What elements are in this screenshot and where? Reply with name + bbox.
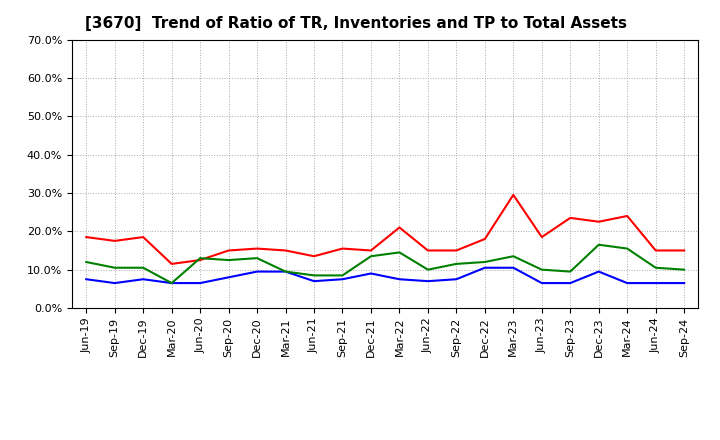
Inventories [395,277,404,282]
Trade Receivables [82,235,91,240]
Trade Receivables [282,248,290,253]
Trade Receivables [196,257,204,263]
Inventories [480,265,489,270]
Trade Payables [82,259,91,264]
Inventories [423,279,432,284]
Inventories [452,277,461,282]
Trade Payables [253,256,261,261]
Trade Payables [139,265,148,270]
Inventories [196,280,204,286]
Trade Receivables [310,253,318,259]
Inventories [338,277,347,282]
Inventories [282,269,290,274]
Trade Receivables [423,248,432,253]
Trade Payables [395,250,404,255]
Inventories [680,280,688,286]
Inventories [652,280,660,286]
Line: Trade Receivables: Trade Receivables [86,195,684,264]
Trade Receivables [110,238,119,244]
Trade Receivables [366,248,375,253]
Trade Payables [423,267,432,272]
Inventories [310,279,318,284]
Inventories [623,280,631,286]
Inventories [167,280,176,286]
Trade Payables [652,265,660,270]
Trade Receivables [623,213,631,219]
Trade Payables [509,253,518,259]
Trade Payables [196,256,204,261]
Trade Payables [595,242,603,247]
Trade Payables [110,265,119,270]
Inventories [595,269,603,274]
Trade Receivables [595,219,603,224]
Inventories [253,269,261,274]
Trade Payables [282,269,290,274]
Inventories [82,277,91,282]
Trade Payables [225,257,233,263]
Trade Payables [338,273,347,278]
Trade Payables [366,253,375,259]
Trade Receivables [395,225,404,230]
Inventories [366,271,375,276]
Trade Receivables [566,215,575,220]
Inventories [225,275,233,280]
Trade Receivables [509,192,518,198]
Inventories [110,280,119,286]
Trade Payables [480,259,489,264]
Inventories [139,277,148,282]
Trade Receivables [225,248,233,253]
Trade Receivables [680,248,688,253]
Trade Receivables [139,235,148,240]
Trade Receivables [167,261,176,267]
Text: [3670]  Trend of Ratio of TR, Inventories and TP to Total Assets: [3670] Trend of Ratio of TR, Inventories… [84,16,626,32]
Trade Receivables [537,235,546,240]
Inventories [509,265,518,270]
Inventories [537,280,546,286]
Line: Inventories: Inventories [86,268,684,283]
Trade Receivables [652,248,660,253]
Trade Payables [537,267,546,272]
Trade Payables [623,246,631,251]
Trade Payables [680,267,688,272]
Trade Receivables [253,246,261,251]
Line: Trade Payables: Trade Payables [86,245,684,283]
Trade Receivables [480,236,489,242]
Trade Payables [566,269,575,274]
Trade Payables [310,273,318,278]
Trade Receivables [338,246,347,251]
Trade Payables [167,280,176,286]
Inventories [566,280,575,286]
Trade Payables [452,261,461,267]
Trade Receivables [452,248,461,253]
